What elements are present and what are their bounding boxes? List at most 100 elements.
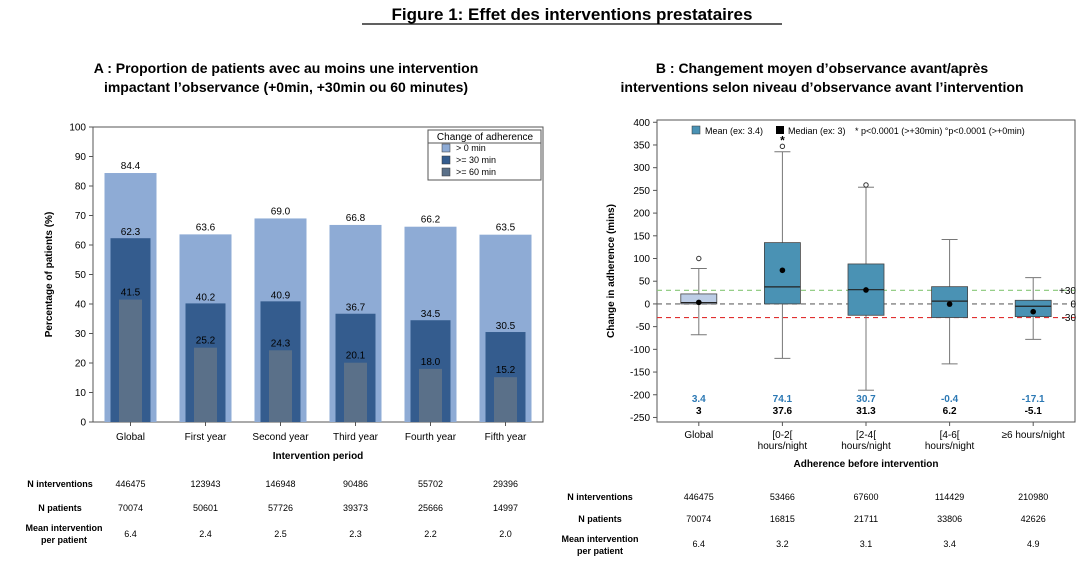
legend-swatch	[441, 155, 451, 165]
bar-data-label: 36.7	[346, 303, 366, 314]
mean-marker	[863, 287, 869, 293]
legend-title: Change of adherence	[437, 132, 534, 143]
bar-data-label: 30.5	[496, 321, 516, 332]
y-tick-label: -100	[630, 345, 650, 356]
reference-line-label: +30	[1059, 286, 1076, 297]
y-tick-label: 300	[633, 163, 650, 174]
bar-data-label: 66.2	[421, 215, 441, 226]
y-tick-label: 100	[633, 254, 650, 265]
y-tick-label: 90	[75, 152, 87, 163]
median-data-label: 6.2	[943, 406, 957, 417]
table-cell: 21711	[854, 514, 878, 524]
x-axis-label: Adherence before intervention	[793, 459, 938, 470]
bar-data-label: 18.0	[421, 357, 441, 368]
median-data-label: 37.6	[773, 406, 793, 417]
bar	[194, 347, 217, 422]
y-tick-label: -150	[630, 368, 650, 379]
table-row-label: N interventions	[567, 492, 633, 502]
table-row-label: Mean intervention	[25, 523, 102, 533]
table-cell: 53466	[770, 492, 795, 502]
x-tick-label: [0-2[	[772, 430, 792, 441]
y-tick-label: -50	[636, 322, 651, 333]
x-tick-label: Global	[684, 430, 713, 441]
bar	[119, 299, 142, 422]
legend-swatch	[441, 167, 451, 177]
figure-title: Figure 1: Effet des interventions presta…	[392, 5, 753, 24]
y-tick-label: -200	[630, 390, 650, 401]
table-cell: 50601	[193, 503, 218, 513]
legend-entry: Median (ex: 3)	[788, 126, 846, 136]
panel-b-title-line2: interventions selon niveau d’observance …	[621, 79, 1024, 95]
bar	[494, 377, 517, 422]
box	[1014, 299, 1052, 318]
panel-b-legend: Mean (ex: 3.4) Median (ex: 3) * p<0.0001 (…	[691, 125, 1025, 136]
box-plot	[1014, 277, 1052, 340]
table-cell: 42626	[1021, 514, 1046, 524]
mean-data-label: 74.1	[773, 394, 793, 405]
y-tick-label: 30	[75, 329, 87, 340]
x-tick-label: Fifth year	[485, 432, 527, 443]
y-tick-label: 50	[75, 270, 87, 281]
median-data-label: -5.1	[1025, 406, 1043, 417]
y-tick-label: 70	[75, 211, 87, 222]
reference-line-label: 0	[1070, 299, 1076, 310]
x-tick-label: First year	[185, 432, 227, 443]
bar-data-label: 15.2	[496, 365, 516, 376]
bar-data-label: 40.2	[196, 292, 216, 303]
table-cell: 3.4	[943, 539, 956, 549]
bar-data-label: 63.6	[196, 222, 216, 233]
table-cell: 14997	[493, 503, 518, 513]
bar-data-label: 25.2	[196, 336, 216, 347]
table-cell: 57726	[268, 503, 293, 513]
table-cell: 67600	[853, 492, 878, 502]
outlier-marker	[779, 143, 786, 150]
legend-swatch-median	[776, 126, 784, 134]
y-tick-label: 50	[639, 277, 651, 288]
x-tick-label: [4-6[	[940, 430, 960, 441]
bar-data-label: 20.1	[346, 351, 366, 362]
panel-b-table: N interventions 446475 53466 67600 114429 210…	[561, 492, 1048, 556]
bar-data-label: 69.0	[271, 206, 291, 217]
y-tick-label: 250	[633, 186, 650, 197]
x-tick-label: Second year	[252, 432, 309, 443]
table-cell: 123943	[190, 479, 220, 489]
table-row-label: Mean intervention	[561, 534, 638, 544]
table-cell: 33806	[937, 514, 962, 524]
y-tick-label: 150	[633, 231, 650, 242]
box-plot	[680, 255, 718, 336]
bar-data-label: 34.5	[421, 309, 441, 320]
bar-data-label: 24.3	[271, 338, 291, 349]
table-cell: 114429	[935, 492, 964, 502]
table-cell: 446475	[684, 492, 714, 502]
bar	[269, 350, 292, 422]
mean-data-label: 3.4	[692, 394, 706, 405]
table-cell: 2.0	[499, 529, 512, 539]
table-cell: 210980	[1018, 492, 1048, 502]
table-cell: 70074	[118, 503, 143, 513]
bar-data-label: 40.9	[271, 290, 291, 301]
mean-marker	[696, 299, 702, 306]
table-cell: 55702	[418, 479, 443, 489]
legend-entry: Mean (ex: 3.4)	[705, 126, 763, 136]
y-axis-label: Percentage of patients (%)	[44, 212, 55, 338]
y-tick-label: 400	[633, 118, 650, 129]
panel-b-title-line1: B : Changement moyen d’observance avant/…	[656, 60, 988, 76]
table-cell: 3.1	[860, 539, 873, 549]
bar-data-label: 62.3	[121, 227, 141, 238]
table-cell: 2.2	[424, 529, 437, 539]
panel-a-chart: 0 10 20 30 40 50 60 70 80 90 100 Percentage of pati…	[44, 123, 544, 462]
box-plot	[847, 182, 885, 391]
table-cell: 90486	[343, 479, 368, 489]
table-row-label: N interventions	[27, 479, 93, 489]
mean-data-label: -0.4	[941, 394, 959, 405]
table-cell: 446475	[115, 479, 145, 489]
reference-line-label: -30	[1062, 313, 1077, 324]
table-cell: 2.5	[274, 529, 287, 539]
y-axis-label: Change in adherence (mins)	[606, 204, 617, 338]
legend-entry: >= 30 min	[456, 155, 496, 165]
panel-a-legend: Change of adherence> 0 min >= 30 min >= 60…	[427, 129, 542, 181]
mean-marker	[946, 301, 953, 307]
table-cell: 16815	[770, 514, 795, 524]
table-cell: 2.3	[349, 529, 362, 539]
